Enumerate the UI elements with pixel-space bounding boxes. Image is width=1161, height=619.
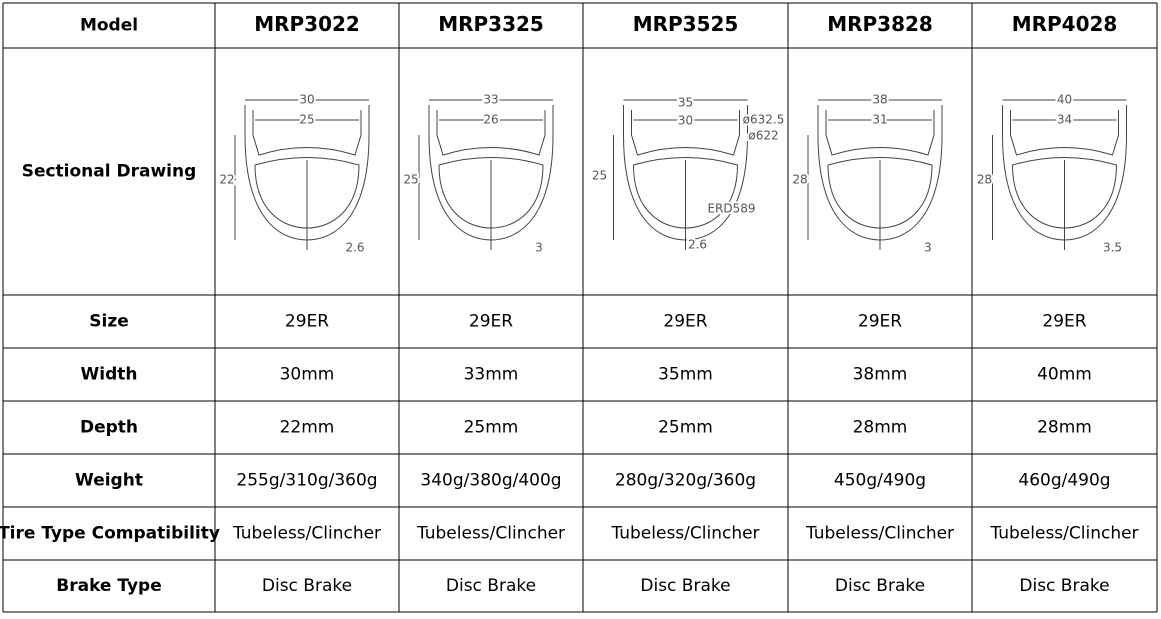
cell-value: Tubeless/Clincher [610,524,759,544]
dimension-label: ø632.5 [743,113,785,127]
model-name: MRP4028 [1012,12,1118,36]
cell-value: 22mm [280,418,335,438]
row-label: Tire Type Compatibility [0,524,220,544]
model-name: MRP3828 [827,12,933,36]
row-label: Brake Type [56,576,161,596]
cell-value: 450g/490g [834,471,926,491]
cell-value: 33mm [464,365,519,385]
cell-value: Tubeless/Clincher [989,524,1138,544]
cell-value: 28mm [853,418,908,438]
row-label: Weight [75,471,143,491]
dimension-label: 3 [924,241,932,255]
sectional-drawing [418,99,554,250]
cell-value: Disc Brake [835,576,925,596]
dimension-label: ø622 [748,129,778,143]
cell-value: 29ER [663,312,707,332]
cell-value: Disc Brake [262,576,352,596]
cell-value: 30mm [280,365,335,385]
header-label: Model [80,16,138,36]
cell-value: 340g/380g/400g [420,471,561,491]
dimension-label: 38 [872,93,887,107]
dimension-label: 35 [678,96,693,110]
cell-value: Disc Brake [1019,576,1109,596]
dimension-label: 25 [592,169,607,183]
cell-value: Disc Brake [640,576,730,596]
cell-value: 460g/490g [1018,471,1110,491]
sectional-drawing [613,99,748,250]
cell-value: 255g/310g/360g [236,471,377,491]
row-label: Width [81,365,138,385]
cell-value: Disc Brake [446,576,536,596]
model-name: MRP3022 [254,12,360,36]
cell-value: 28mm [1037,418,1092,438]
dimension-label: 30 [678,114,693,128]
sectional-drawing [992,99,1127,250]
cell-value: Tubeless/Clincher [232,524,381,544]
dimension-label: 26 [483,113,498,127]
dimension-label: 40 [1057,93,1072,107]
dimension-label: 2.6 [345,241,364,255]
dimension-label: 34 [1057,113,1072,127]
sectional-drawing [234,99,370,250]
cell-value: 280g/320g/360g [615,471,756,491]
cell-value: 29ER [285,312,329,332]
dimension-label: 3.5 [1103,241,1122,255]
dimension-label: 25 [403,173,418,187]
dimension-label: ERD589 [707,202,755,216]
cell-value: 25mm [658,418,713,438]
cell-value: 25mm [464,418,519,438]
dimension-label: 33 [483,93,498,107]
dimension-label: 2.6 [688,238,707,252]
sectional-drawing [807,99,943,250]
row-label: Size [89,312,129,332]
cell-value: 29ER [469,312,513,332]
dimension-label: 30 [299,93,314,107]
dimension-label: 3 [535,241,543,255]
cell-value: 40mm [1037,365,1092,385]
dimension-label: 28 [977,173,992,187]
cell-value: 35mm [658,365,713,385]
row-label: Depth [80,418,138,438]
dimension-label: 31 [872,113,887,127]
cell-value: 29ER [1042,312,1086,332]
model-name: MRP3325 [438,12,544,36]
row-label: Sectional Drawing [22,162,197,182]
dimension-label: 22 [219,173,234,187]
dimension-label: 28 [792,173,807,187]
cell-value: 29ER [858,312,902,332]
model-name: MRP3525 [633,12,739,36]
cell-value: 38mm [853,365,908,385]
cell-value: Tubeless/Clincher [416,524,565,544]
cell-value: Tubeless/Clincher [805,524,954,544]
dimension-label: 25 [299,113,314,127]
